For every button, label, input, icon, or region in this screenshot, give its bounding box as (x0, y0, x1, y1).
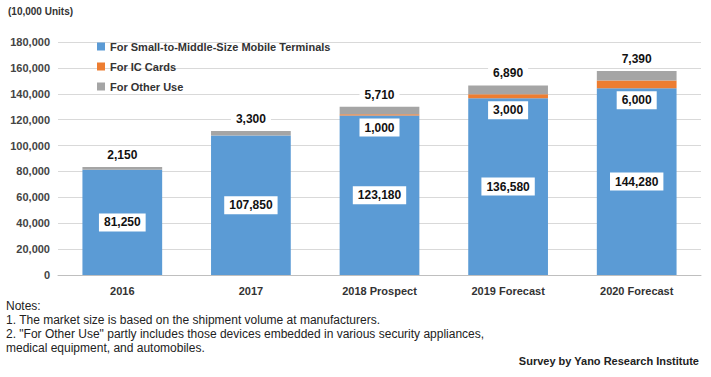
svg-text:2,150: 2,150 (107, 148, 137, 162)
svg-text:144,280: 144,280 (615, 175, 659, 189)
svg-text:81,250: 81,250 (104, 215, 141, 229)
svg-text:1,000: 1,000 (364, 121, 394, 135)
svg-text:140,000: 140,000 (10, 88, 50, 100)
svg-text:120,000: 120,000 (10, 114, 50, 126)
svg-text:2017: 2017 (239, 285, 263, 297)
svg-text:80,000: 80,000 (16, 165, 50, 177)
svg-text:For Small-to-Middle-Size Mobil: For Small-to-Middle-Size Mobile Terminal… (110, 41, 330, 53)
svg-text:100,000: 100,000 (10, 140, 50, 152)
svg-text:123,180: 123,180 (358, 188, 402, 202)
svg-text:180,000: 180,000 (10, 36, 50, 48)
svg-text:For Other Use: For Other Use (110, 81, 183, 93)
svg-text:2018 Prospect: 2018 Prospect (342, 285, 417, 297)
svg-text:2019 Forecast: 2019 Forecast (471, 285, 545, 297)
svg-text:40,000: 40,000 (16, 217, 50, 229)
svg-text:7,390: 7,390 (622, 52, 652, 66)
svg-text:(10,000 Units): (10,000 Units) (8, 6, 73, 17)
svg-text:160,000: 160,000 (10, 62, 50, 74)
html-text:1. The market size is based on: 1. The market size is based on the shipm… (6, 313, 380, 327)
svg-text:20,000: 20,000 (16, 243, 50, 255)
svg-text:0: 0 (44, 269, 50, 281)
svg-text:3,000: 3,000 (493, 103, 523, 117)
html-text:2. "For Other Use" partly incl: 2. "For Other Use" partly includes those… (6, 327, 485, 355)
svg-text:5,710: 5,710 (364, 88, 394, 102)
svg-text:60,000: 60,000 (16, 191, 50, 203)
svg-text:107,850: 107,850 (229, 198, 273, 212)
svg-text:2016: 2016 (110, 285, 134, 297)
svg-text:2020 Forecast: 2020 Forecast (600, 285, 674, 297)
svg-text:6,000: 6,000 (622, 93, 652, 107)
svg-text:3,300: 3,300 (236, 112, 266, 126)
svg-text:136,580: 136,580 (486, 180, 530, 194)
svg-text:For IC Cards: For IC Cards (110, 61, 176, 73)
html-text:Survey by Yano Research Instit: Survey by Yano Research Institute (518, 355, 699, 367)
html-text:Notes:: Notes: (6, 299, 41, 313)
svg-text:6,890: 6,890 (493, 66, 523, 80)
